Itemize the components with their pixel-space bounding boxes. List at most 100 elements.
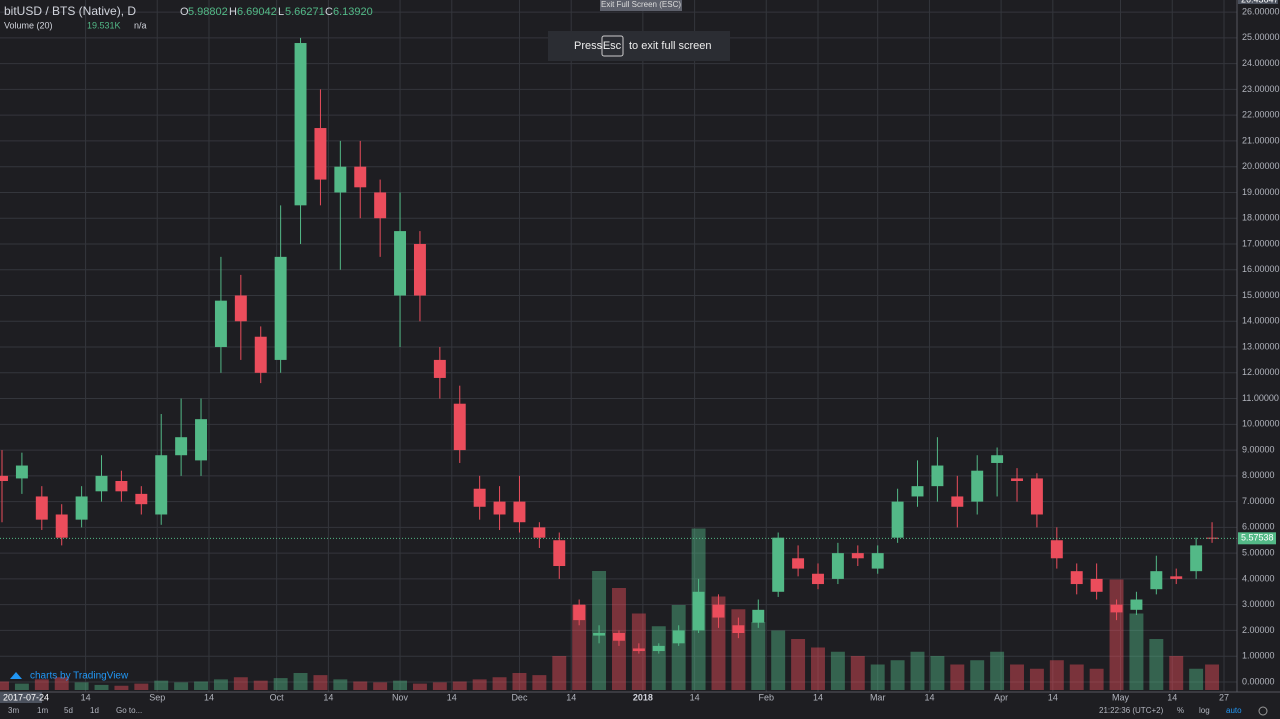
volume-bar <box>671 605 686 690</box>
y-tick-label: 24.00000 <box>1242 58 1280 68</box>
x-tick-label: Apr <box>994 692 1008 702</box>
volume-bar <box>1205 664 1220 690</box>
x-axis: 14 Sep 14 Oct 14 Nov 14 Dec 14 2018 14 Feb 14 Mar 14 Ap… <box>81 692 1229 702</box>
x-tick-label: Oct <box>270 692 285 702</box>
y-tick-label: 10.00000 <box>1242 419 1280 429</box>
volume-bar <box>830 651 845 690</box>
x-tick-label: 14 <box>1048 692 1058 702</box>
candle-body <box>35 496 48 520</box>
candle-body <box>732 625 745 634</box>
volume-bar <box>572 605 587 690</box>
candle-body <box>712 604 725 618</box>
x-tick-label: 2018 <box>633 692 653 702</box>
h-value: 6.69042 <box>237 6 277 18</box>
x-tick-label: May <box>1112 692 1130 702</box>
fullscreen-tab[interactable] <box>600 0 682 11</box>
volume-bar <box>293 673 308 690</box>
volume-bar <box>1189 668 1204 690</box>
candle-body <box>533 527 546 538</box>
x-tick-label: 14 <box>81 692 91 702</box>
candle-body <box>294 43 307 206</box>
auto-toggle[interactable]: auto <box>1226 706 1242 715</box>
candle-body <box>911 486 924 497</box>
percent-toggle[interactable]: % <box>1177 706 1184 715</box>
candle-body <box>234 295 247 322</box>
candle-body <box>95 475 108 492</box>
candle-body <box>254 336 267 373</box>
x-tick-label: 14 <box>1167 692 1177 702</box>
candle-body <box>632 648 645 652</box>
start-date: 2017-07-24 <box>3 692 49 702</box>
volume-bar <box>14 683 29 690</box>
y-tick-label: 22.00000 <box>1242 110 1280 120</box>
y-tick-label: 13.00000 <box>1242 341 1280 351</box>
y-tick-label: 11.00000 <box>1242 393 1279 403</box>
volume-value: 19.531K <box>87 20 121 30</box>
range-button[interactable]: 3m <box>8 706 19 715</box>
volume-bar <box>472 679 487 690</box>
candle-body <box>1050 540 1063 559</box>
clock: 21:22:36 (UTC+2) <box>1099 706 1164 715</box>
notice-press: Press <box>574 40 603 52</box>
settings-icon[interactable] <box>1258 706 1268 716</box>
volume-name[interactable]: Volume (20) <box>4 20 53 30</box>
y-tick-label: 12.00000 <box>1242 367 1280 377</box>
candle-body <box>1090 578 1103 592</box>
candle-body <box>175 437 188 456</box>
y-tick-label: 3.00000 <box>1242 599 1275 609</box>
x-tick-label: 14 <box>323 692 333 702</box>
volume-bar <box>850 656 865 690</box>
y-tick-label: 0.00000 <box>1242 676 1275 686</box>
y-tick-label: 6.00000 <box>1242 522 1275 532</box>
candle-body <box>314 128 327 180</box>
volume-bar <box>512 673 527 690</box>
candle-body <box>493 501 506 515</box>
volume-bar <box>253 680 268 690</box>
notice-rest: to exit full screen <box>629 40 712 52</box>
x-tick-label: 14 <box>690 692 700 702</box>
volume-bar <box>970 660 985 690</box>
range-button[interactable]: 1d <box>90 706 99 715</box>
range-buttons: 3m 1m 5d 1d Go to... <box>8 706 142 715</box>
branding[interactable]: charts by TradingView <box>30 671 129 682</box>
candle-body <box>274 256 287 360</box>
x-tick-label: 14 <box>813 692 823 702</box>
y-tick-label: 25.00000 <box>1242 32 1280 42</box>
range-button[interactable]: Go to... <box>116 706 142 715</box>
candle-body <box>354 166 367 188</box>
candle-body <box>553 540 566 567</box>
volume-bar <box>751 622 766 690</box>
candle-body <box>593 633 606 636</box>
volume-bar <box>134 683 149 690</box>
volume-bar <box>452 681 467 690</box>
volume-bar <box>0 681 9 690</box>
y-tick-label: 5.00000 <box>1242 548 1275 558</box>
candle-body <box>1130 599 1143 610</box>
candle-body <box>971 470 984 502</box>
last-price-box <box>1238 532 1276 545</box>
volume-bar <box>1049 660 1064 690</box>
candle-body <box>1030 478 1043 515</box>
y-tick-label: 8.00000 <box>1242 470 1275 480</box>
bottom-toolbar <box>0 703 1280 719</box>
last-price-label: 5.57538 <box>1241 533 1274 543</box>
symbol[interactable]: bitUSD / BTS (Native), D <box>4 4 136 18</box>
x-tick-label: Mar <box>870 692 886 702</box>
x-tick-label: Nov <box>392 692 409 702</box>
range-button[interactable]: 5d <box>64 706 73 715</box>
volume-bar <box>174 682 189 690</box>
candle-body <box>1011 478 1023 481</box>
candle-body <box>831 553 844 579</box>
log-toggle[interactable]: log <box>1199 706 1210 715</box>
candle-body <box>334 166 347 193</box>
volume-bar <box>313 675 328 690</box>
volume-bar <box>1169 656 1184 690</box>
volume-bar <box>412 683 427 690</box>
price-axis <box>1237 0 1280 692</box>
range-button[interactable]: 1m <box>37 706 48 715</box>
y-tick-label: 7.00000 <box>1242 496 1275 506</box>
candle-body <box>1070 571 1083 585</box>
volume-bar <box>1129 613 1144 690</box>
volume-bar <box>94 684 109 690</box>
